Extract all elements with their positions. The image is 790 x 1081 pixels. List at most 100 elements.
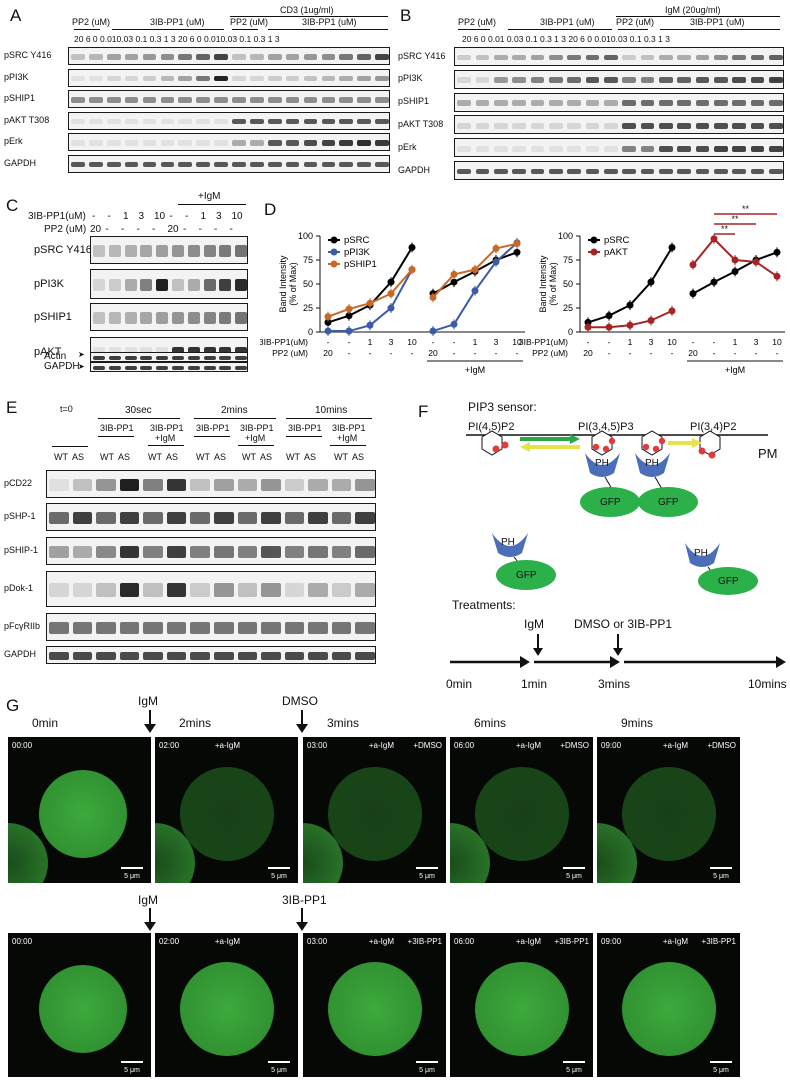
e-blot-band: [261, 512, 281, 524]
blot-band: [475, 168, 490, 175]
c-blot-band: [219, 279, 232, 291]
c-blot-band: [187, 356, 200, 360]
blot-band: [493, 54, 508, 61]
e-blot-band: [237, 652, 258, 660]
data-point-pSRC: [605, 312, 613, 320]
a-ib2-line: [268, 29, 388, 30]
c-blot-band: [108, 356, 121, 360]
blot-band: [196, 54, 210, 60]
e-blot-band: [190, 622, 210, 634]
e-blot-strip: [46, 470, 376, 498]
blot-band: [750, 100, 765, 106]
blot-band: [768, 145, 783, 152]
micrograph-frame: 02:00 +a-IgM 5 μm: [155, 933, 298, 1077]
c-blot-band: [187, 366, 200, 370]
e-blot-band: [237, 582, 258, 598]
b-igm-header: IgM (20ug/ml): [665, 5, 721, 15]
blot-band: [303, 97, 318, 103]
blot-band: [658, 145, 673, 152]
e-blot-band: [49, 479, 69, 491]
c-blot-row-label: pSRC Y416: [34, 244, 92, 256]
blot-band: [339, 161, 354, 168]
y-tick-label: 100: [298, 231, 313, 241]
cell-image: [622, 767, 716, 861]
e-blot-band: [261, 622, 281, 634]
f-title: PIP3 sensor:: [468, 400, 537, 414]
e-wt-label: WT: [334, 452, 348, 462]
y-axis-label: Band Intensity: [278, 255, 288, 313]
e-blot-row-label: pSHP-1: [4, 511, 36, 521]
blot-band: [713, 168, 728, 175]
timestamp-label: 09:00: [601, 937, 622, 946]
x-tick-label: -: [348, 337, 351, 347]
x-tick-label: -: [587, 337, 590, 347]
e-group-label: 3IB-PP1: [100, 423, 134, 433]
blot-band: [357, 118, 371, 125]
blot-band: [339, 118, 354, 125]
stimulus-label: +a-IgM: [515, 937, 541, 946]
blot-band: [321, 97, 336, 103]
blot-band: [106, 140, 121, 146]
e-blot-band: [237, 512, 258, 524]
g-igm-arrow-shaft: [149, 908, 151, 924]
x-tick-label: -: [453, 337, 456, 347]
c-pp2-value: -: [121, 224, 125, 235]
data-point-pSRC: [450, 278, 458, 286]
c-blot-band: [235, 245, 247, 257]
e-blot-band: [119, 652, 140, 660]
micrograph-frame: 06:00 +DMSO +a-IgM 5 μm: [450, 737, 593, 883]
g-time-label: 2mins: [179, 716, 212, 730]
c-pp2-value: -: [229, 224, 233, 235]
blot-band: [160, 118, 175, 125]
panel-label-d: D: [264, 200, 277, 219]
e-blot-band: [119, 479, 140, 491]
e-blot-band: [237, 546, 258, 558]
blot-band: [71, 97, 85, 103]
blot-band: [567, 54, 582, 61]
c-blot-band: [124, 312, 137, 324]
c-blot-strip: [90, 269, 248, 299]
c-blot-band: [203, 312, 216, 324]
x-tick-label: 1: [473, 337, 478, 347]
x-tick-label: -: [348, 348, 351, 358]
f-gfp5: GFP: [718, 576, 739, 587]
blot-band: [285, 97, 300, 103]
blot-strip: [68, 111, 390, 130]
c-blot-band: [124, 279, 137, 291]
blot-band: [695, 100, 710, 106]
ph-domain-icon: [492, 533, 528, 557]
e-blot-band: [190, 582, 210, 598]
x-tick-label: -: [671, 348, 674, 358]
g-dmso-arrow-shaft: [301, 710, 303, 726]
c-blot-band: [203, 366, 216, 370]
blot-band: [677, 54, 692, 61]
treatment-label: +DMSO: [413, 741, 442, 750]
gfp-icon: [638, 487, 698, 517]
cell-image: [475, 767, 569, 861]
blot-band: [457, 145, 472, 152]
blot-band: [658, 100, 673, 106]
e-blot-band: [72, 582, 93, 598]
cell-image: [328, 962, 422, 1056]
e-time-label: 2mins: [221, 405, 248, 416]
blot-band: [375, 54, 389, 60]
c-blot-row-label: Actin: [44, 351, 67, 362]
e-blot-band: [143, 512, 163, 524]
c-blot-band: [156, 356, 169, 360]
c-blot-band: [172, 366, 184, 370]
e-blot-band: [308, 479, 328, 491]
blot-band: [106, 118, 121, 125]
c-ib-value: 3: [138, 211, 145, 222]
e-blot-band: [119, 512, 140, 524]
legend-label: pSHIP1: [344, 259, 377, 270]
blot-band: [585, 100, 600, 106]
y-tick-label: 75: [563, 255, 573, 265]
blot-band: [713, 145, 728, 152]
blot-band: [267, 97, 282, 103]
blot-band: [214, 97, 228, 103]
e-blot-band: [355, 512, 375, 524]
x-tick-label: -: [608, 337, 611, 347]
cell-image: [180, 962, 274, 1056]
f-t-dmso: DMSO or 3IB-PP1: [574, 617, 673, 631]
legend-label: pAKT: [604, 247, 628, 258]
